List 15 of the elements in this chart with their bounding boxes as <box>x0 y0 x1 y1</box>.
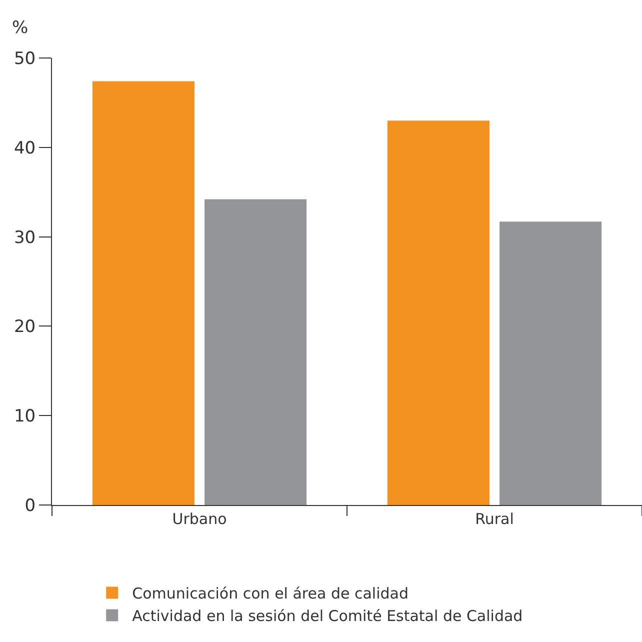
bar <box>92 81 194 505</box>
bar <box>204 199 307 505</box>
x-tick-label: Urbano <box>172 510 227 528</box>
y-axis-title: % <box>12 18 28 38</box>
bar <box>500 222 602 505</box>
y-tick-label: 40 <box>14 138 36 158</box>
legend-label: Comunicación con el área de calidad <box>132 584 408 603</box>
legend-label: Actividad en la sesión del Comité Estatal de Calidad <box>132 607 523 626</box>
x-tick-label: Rural <box>475 510 514 528</box>
y-tick-label: 50 <box>14 48 36 69</box>
y-tick-label: 0 <box>24 496 36 516</box>
bar <box>387 120 490 505</box>
y-tick-label: 20 <box>14 317 36 338</box>
y-tick-label: 10 <box>14 406 36 427</box>
y-tick-label: 30 <box>14 228 36 248</box>
